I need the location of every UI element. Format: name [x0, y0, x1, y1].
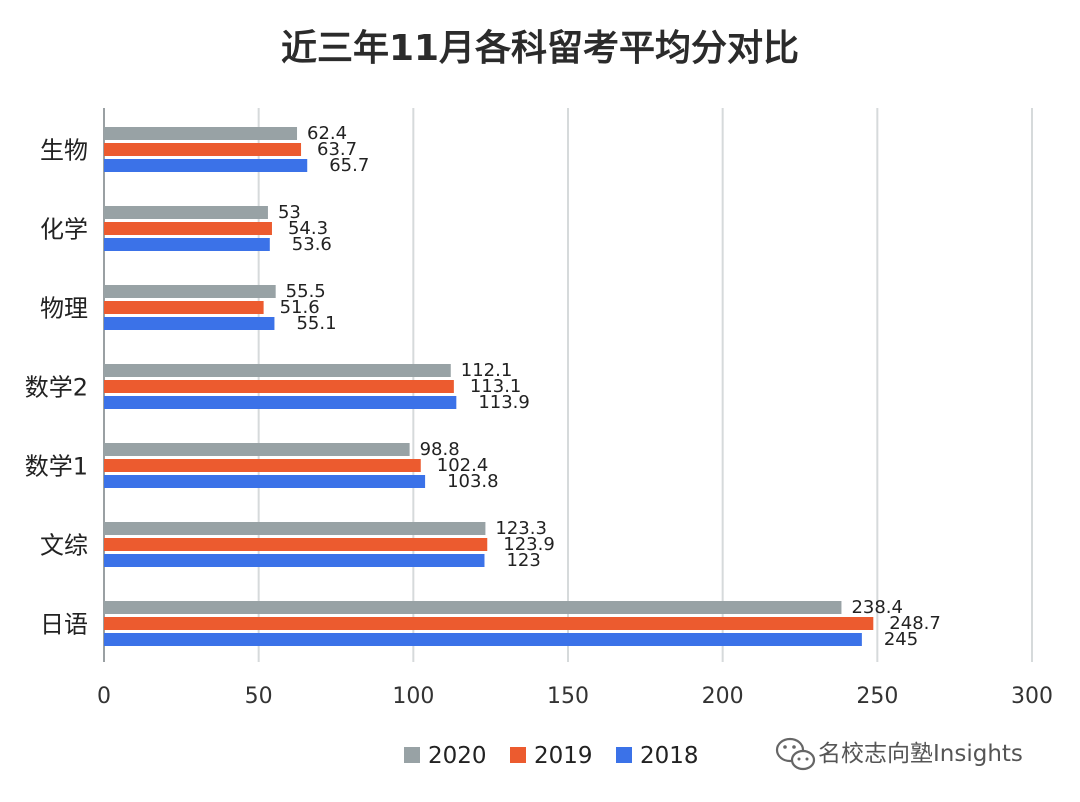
data-label: 238.4 [851, 597, 903, 618]
category-label: 物理 [40, 295, 88, 323]
data-label: 123.9 [503, 534, 555, 555]
bar-2018 [104, 633, 862, 646]
data-labels: 62.463.765.75354.353.655.551.655.1112.11… [278, 123, 941, 650]
category-label: 数学2 [25, 374, 88, 402]
category-label: 文综 [40, 532, 88, 560]
bar-2019 [104, 301, 264, 314]
bar-2020 [104, 522, 486, 535]
bar-2018 [104, 159, 308, 172]
bars [104, 127, 874, 646]
category-label: 化学 [40, 216, 88, 244]
legend-swatch-2019 [510, 747, 526, 763]
bar-2019 [104, 222, 272, 235]
data-label: 55.1 [296, 313, 336, 334]
data-label: 63.7 [317, 139, 357, 160]
x-tick-label: 300 [1011, 684, 1053, 709]
legend-swatch-2018 [616, 747, 632, 763]
x-tick-label: 100 [392, 684, 434, 709]
category-label: 生物 [40, 137, 88, 165]
bar-2019 [104, 143, 302, 156]
data-label: 98.8 [420, 439, 460, 460]
data-label: 62.4 [307, 123, 347, 144]
bar-2020 [104, 601, 842, 614]
bar-2020 [104, 127, 298, 140]
data-label: 103.8 [447, 471, 499, 492]
legend-swatch-2020 [404, 747, 420, 763]
bar-2018 [104, 554, 485, 567]
x-tick-label: 50 [245, 684, 273, 709]
category-label: 日语 [40, 611, 88, 639]
bar-2020 [104, 364, 451, 377]
x-tick-label: 150 [547, 684, 589, 709]
bar-2019 [104, 380, 454, 393]
brand-text: 名校志向塾Insights [818, 741, 1023, 767]
data-label: 55.5 [286, 281, 326, 302]
legend-label-2019: 2019 [534, 743, 593, 769]
bar-2018 [104, 396, 457, 409]
legend: 2020 2019 2018 [404, 743, 699, 769]
chart-title: 近三年11月各科留考平均分对比 [281, 28, 799, 69]
category-label: 数学1 [25, 453, 88, 481]
data-label: 113.9 [478, 392, 530, 413]
bar-2020 [104, 443, 410, 456]
data-label: 54.3 [288, 218, 328, 239]
data-label: 53 [278, 202, 301, 223]
data-label: 51.6 [280, 297, 320, 318]
bar-2019 [104, 538, 488, 551]
x-tick-label: 250 [856, 684, 898, 709]
bar-2018 [104, 475, 426, 488]
data-label: 65.7 [329, 155, 369, 176]
bar-2018 [104, 238, 270, 251]
grid-lines [257, 108, 1033, 662]
data-label: 112.1 [461, 360, 513, 381]
bar-2020 [104, 206, 268, 219]
legend-label-2018: 2018 [640, 743, 699, 769]
brand: 名校志向塾Insights [775, 737, 1023, 771]
data-label: 248.7 [889, 613, 941, 634]
data-label: 102.4 [437, 455, 489, 476]
bar-2019 [104, 459, 421, 472]
data-label: 245 [884, 629, 918, 650]
data-label: 123 [506, 550, 540, 571]
bar-2019 [104, 617, 874, 630]
data-label: 123.3 [495, 518, 547, 539]
data-label: 113.1 [470, 376, 522, 397]
x-tick-label: 200 [702, 684, 744, 709]
wechat-icon [775, 737, 816, 771]
legend-label-2020: 2020 [428, 743, 487, 769]
bar-2020 [104, 285, 276, 298]
x-tick-label: 0 [97, 684, 111, 709]
bar-2018 [104, 317, 275, 330]
data-label: 53.6 [292, 234, 332, 255]
